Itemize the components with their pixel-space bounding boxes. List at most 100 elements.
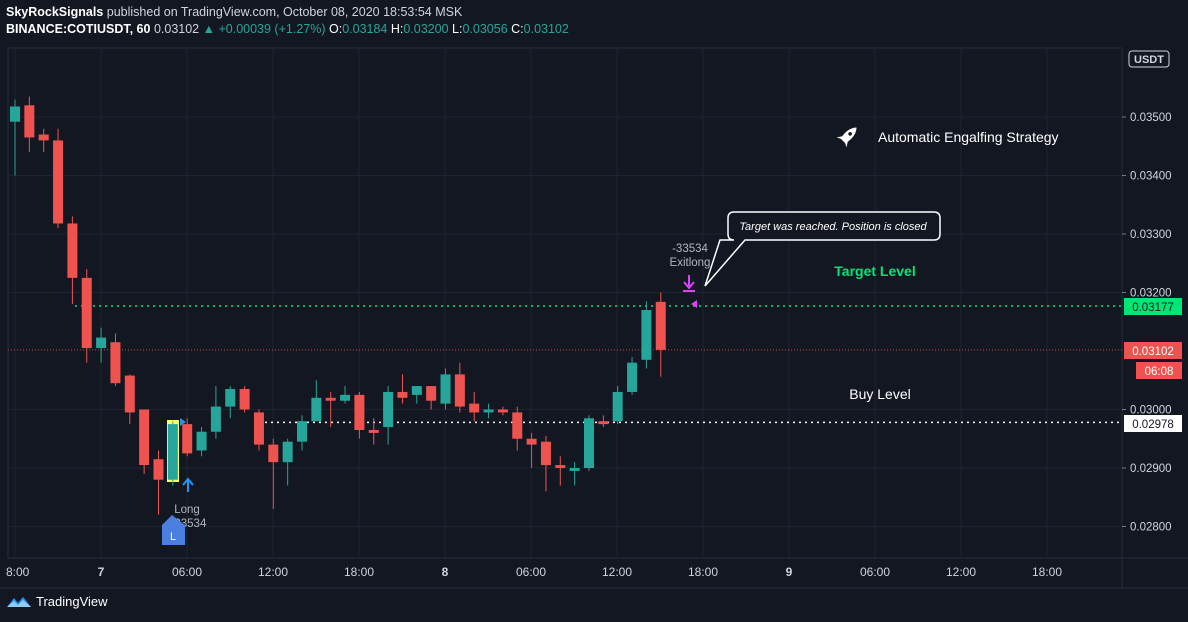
candle[interactable] (67, 216, 78, 305)
currency-badge[interactable] (1128, 50, 1170, 68)
candle[interactable] (225, 386, 236, 419)
candle[interactable] (540, 435, 551, 492)
buy-price-label: 0.02978 (1132, 419, 1174, 431)
candle[interactable] (526, 432, 537, 468)
candle[interactable] (555, 456, 566, 486)
candle-body (253, 412, 264, 445)
candle-body (655, 301, 666, 350)
candle[interactable] (325, 391, 336, 428)
candle[interactable] (454, 362, 465, 413)
candle-body (383, 391, 394, 428)
candle[interactable] (24, 96, 35, 153)
time-tick-label: 12:00 (946, 565, 976, 579)
candle[interactable] (469, 391, 480, 422)
candle[interactable] (196, 427, 207, 457)
candle[interactable] (38, 128, 49, 153)
candle[interactable] (10, 99, 20, 176)
candle-body (598, 421, 609, 425)
candle[interactable] (253, 409, 264, 451)
candle-body (96, 337, 107, 349)
candle[interactable] (440, 368, 451, 410)
candle-body (124, 375, 135, 413)
exit-arrow-icon[interactable] (683, 275, 695, 292)
high-label: H: (390, 22, 404, 36)
candle[interactable] (497, 406, 508, 416)
candle-body (67, 223, 78, 278)
candle[interactable] (584, 415, 594, 471)
candle[interactable] (124, 374, 135, 425)
candle[interactable] (311, 380, 322, 422)
candle-body (612, 391, 623, 422)
candle-body (340, 394, 351, 401)
candle[interactable] (483, 403, 494, 419)
candle-body (81, 277, 92, 349)
buy-price-tag (1124, 415, 1182, 432)
target-price-label: 0.03177 (1132, 302, 1174, 314)
candle[interactable] (641, 301, 652, 369)
candle-body (282, 441, 293, 463)
candle[interactable] (612, 386, 623, 425)
candle-body (512, 412, 523, 439)
candle[interactable] (297, 415, 307, 451)
candle-body (297, 421, 307, 442)
callout-text: Target was reached. Position is closed (739, 221, 927, 233)
candle[interactable] (210, 386, 221, 439)
candle[interactable] (569, 462, 580, 486)
tradingview-branding[interactable]: TradingView (6, 594, 108, 609)
candle[interactable] (239, 386, 250, 413)
candle[interactable] (139, 409, 150, 474)
candle[interactable] (512, 406, 523, 451)
candle[interactable] (426, 386, 437, 410)
candle[interactable] (282, 438, 293, 486)
exit-flag-icon (691, 300, 697, 308)
candle[interactable] (627, 356, 638, 395)
time-axis[interactable]: 8:00 7 06:00 12:00 18:00 8 06:00 12:00 18:00 9 06:… (6, 565, 1062, 579)
candle-body (225, 389, 236, 407)
open-value: 0.03184 (342, 22, 388, 36)
close-value: 0.03102 (523, 22, 569, 36)
symbol-name[interactable]: BINANCE:COTIUSDT, 60 (6, 22, 151, 36)
time-tick-label: 18:00 (688, 565, 718, 579)
candle[interactable] (53, 128, 64, 229)
candle[interactable] (411, 386, 422, 404)
target-price-tag (1124, 298, 1182, 315)
current-price-tag (1124, 342, 1182, 359)
time-tick-label: 7 (98, 565, 105, 579)
time-tick-label: 18:00 (1032, 565, 1062, 579)
entry-arrow-icon[interactable] (182, 477, 194, 492)
time-tick-label: 12:00 (258, 565, 288, 579)
candle[interactable] (110, 333, 121, 387)
candle[interactable] (354, 391, 365, 439)
candle-body (354, 394, 365, 430)
candle[interactable] (268, 438, 279, 509)
candle-body (426, 386, 437, 401)
price-tick-label: 0.02800 (1130, 522, 1172, 534)
candle[interactable] (153, 450, 164, 515)
candle[interactable] (368, 418, 379, 445)
candle[interactable] (182, 418, 193, 457)
low-label: L: (452, 22, 463, 36)
candle[interactable] (167, 421, 178, 486)
candle[interactable] (340, 386, 351, 404)
candle-body (24, 105, 35, 138)
candle[interactable] (96, 327, 107, 363)
candle[interactable] (81, 269, 92, 363)
candle[interactable] (598, 415, 609, 428)
candle-series[interactable] (10, 96, 666, 515)
countdown-label: 06:08 (1145, 366, 1174, 378)
candle[interactable] (383, 386, 394, 445)
price-scale[interactable]: 0.03500 0.03400 0.03300 0.03200 0.03000 0.029… (1122, 112, 1172, 534)
candle[interactable] (655, 292, 666, 377)
candle-body (268, 444, 279, 463)
author-name[interactable]: SkyRockSignals (6, 5, 104, 19)
candle-body (411, 386, 422, 395)
entry-name: Long (174, 504, 200, 516)
candle[interactable] (397, 374, 408, 404)
candle-body (139, 409, 150, 466)
candle-body (483, 409, 494, 413)
candle-body (469, 403, 480, 413)
strategy-title: Automatic Engalfing Strategy (878, 129, 1059, 145)
target-level-label: Target Level (834, 263, 915, 279)
entry-badge[interactable] (162, 515, 185, 545)
